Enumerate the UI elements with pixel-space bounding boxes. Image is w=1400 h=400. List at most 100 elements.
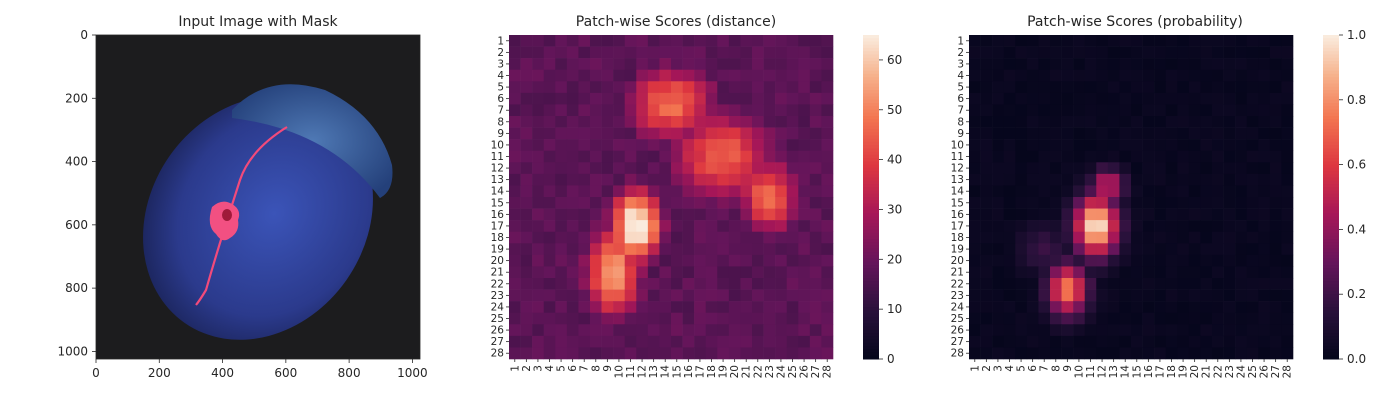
colorbar-tick-label: 40 xyxy=(887,153,902,167)
heatmap-cell xyxy=(1026,58,1039,71)
heatmap-cell xyxy=(1142,312,1155,325)
heatmap-cell xyxy=(786,231,799,244)
y-tick-label: 15 xyxy=(491,197,504,209)
heatmap-cell xyxy=(1154,254,1167,267)
heatmap-cell xyxy=(624,289,637,302)
heatmap-cell xyxy=(1142,324,1155,337)
heatmap-cell xyxy=(1142,231,1155,244)
heatmap-cell xyxy=(1223,266,1236,279)
heatmap-cell xyxy=(992,312,1005,325)
heatmap-cell xyxy=(798,139,811,152)
heatmap-cell xyxy=(980,312,993,325)
heatmap-cell xyxy=(694,127,707,140)
heatmap-cell xyxy=(1119,243,1132,256)
heatmap-cell xyxy=(1142,92,1155,105)
heatmap-cell xyxy=(1096,335,1109,348)
colorbar-segment xyxy=(863,167,879,172)
heatmap-cell xyxy=(798,243,811,256)
heatmap-cell xyxy=(543,266,556,279)
heatmap-cell xyxy=(969,197,981,209)
colorbar-segment xyxy=(863,352,879,357)
heatmap-cell xyxy=(1258,81,1271,94)
y-tick-label: 27 xyxy=(951,336,964,348)
heatmap-cell xyxy=(1188,104,1201,117)
heatmap-cell xyxy=(590,324,602,337)
heatmap-cell xyxy=(1269,162,1282,175)
y-tick-label: 24 xyxy=(491,301,505,313)
colorbar-segment xyxy=(863,171,879,175)
colorbar-segment xyxy=(863,125,879,130)
heatmap-cell xyxy=(763,35,776,47)
heatmap-cell xyxy=(1281,278,1294,290)
heatmap-cell xyxy=(1003,185,1016,198)
colorbar-segment xyxy=(863,248,879,253)
colorbar-segment xyxy=(863,122,879,127)
heatmap-cell xyxy=(1131,197,1143,209)
heatmap-cell xyxy=(809,58,822,71)
colorbar-segment xyxy=(1323,235,1339,240)
heatmap-cell xyxy=(752,116,764,128)
heatmap-cell xyxy=(1235,81,1248,94)
heatmap-cell xyxy=(763,116,776,128)
heatmap-cell xyxy=(647,208,660,221)
colorbar-segment xyxy=(863,86,879,91)
heatmap-cell xyxy=(1281,208,1294,221)
heatmap-cell xyxy=(1003,92,1016,105)
colorbar-segment xyxy=(863,297,879,302)
heatmap-cell xyxy=(786,301,799,314)
heatmap-cell xyxy=(786,220,799,233)
heatmap-cell xyxy=(969,220,981,233)
heatmap-cell xyxy=(566,150,579,163)
heatmap-cell xyxy=(1061,116,1074,128)
heatmap-cell xyxy=(980,116,993,128)
heatmap-cell xyxy=(1281,197,1294,209)
heatmap-cell xyxy=(613,185,626,198)
heatmap-cell xyxy=(1003,81,1016,94)
heatmap-cell xyxy=(1026,127,1039,140)
colorbar-segment xyxy=(863,70,879,75)
colorbar-segment xyxy=(1323,190,1339,195)
heatmap-cell xyxy=(775,312,788,325)
heatmap-cell xyxy=(1050,46,1062,59)
x-tick-label: 11 xyxy=(625,365,637,378)
heatmap-cell xyxy=(520,243,533,256)
heatmap-cell xyxy=(969,58,981,71)
heatmap-cell xyxy=(1246,173,1259,186)
heatmap-cell xyxy=(1142,139,1155,152)
heatmap-cell xyxy=(1084,173,1097,186)
heatmap-cell xyxy=(1177,58,1190,71)
colorbar-segment xyxy=(1323,226,1339,230)
heatmap-cell xyxy=(682,46,695,59)
colorbar-segment xyxy=(1323,252,1339,256)
heatmap-cell xyxy=(1223,173,1236,186)
heatmap-cell xyxy=(1050,139,1062,152)
heatmap-cell xyxy=(520,231,533,244)
x-tick-label: 17 xyxy=(1154,365,1166,378)
heatmap-cell xyxy=(1269,324,1282,337)
heatmap-cell xyxy=(1269,208,1282,221)
heatmap-cell xyxy=(1038,254,1051,267)
heatmap-cell xyxy=(1142,197,1155,209)
colorbar-segment xyxy=(863,342,879,347)
heatmap-cell xyxy=(1223,289,1236,302)
heatmap-cell xyxy=(992,278,1005,290)
colorbar-segment xyxy=(1323,99,1339,104)
heatmap-cell xyxy=(1050,127,1062,140)
heatmap-cell xyxy=(1038,81,1051,94)
heatmap-cell xyxy=(740,278,753,290)
heatmap-cell xyxy=(624,347,637,360)
heatmap-cell xyxy=(1084,104,1097,117)
heatmap-cell xyxy=(671,173,683,186)
heatmap-cell xyxy=(1269,150,1282,163)
heatmap-cell xyxy=(1258,243,1271,256)
heatmap-cell xyxy=(613,58,626,71)
heatmap-cell xyxy=(1142,266,1155,279)
heatmap-cell xyxy=(1200,208,1213,221)
heatmap-cell xyxy=(1131,92,1143,105)
heatmap-cell xyxy=(1165,185,1178,198)
heatmap-cell xyxy=(1258,35,1271,47)
heatmap-cell xyxy=(578,116,591,128)
colorbar-segment xyxy=(863,38,879,42)
heatmap-cell xyxy=(555,197,568,209)
heatmap-cell xyxy=(1015,301,1028,314)
